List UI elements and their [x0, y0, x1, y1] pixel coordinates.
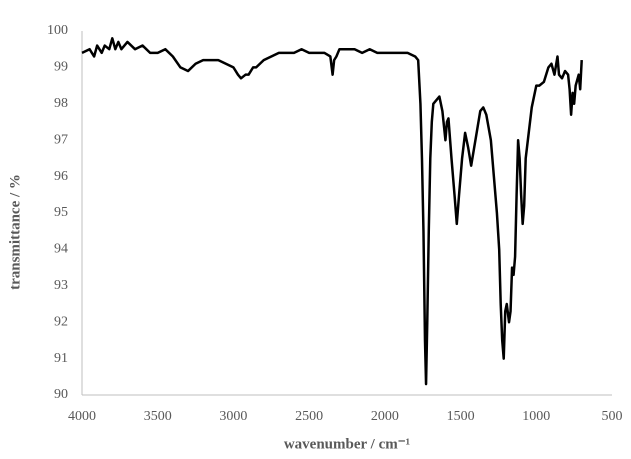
x-tick-label: 2000 — [371, 409, 399, 424]
y-tick-label: 94 — [54, 242, 68, 257]
x-tick-label: 2500 — [295, 409, 323, 424]
x-axis-title: wavenumber / cm⁻¹ — [284, 436, 410, 452]
y-tick-label: 91 — [54, 351, 68, 366]
x-tick-label: 500 — [602, 409, 623, 424]
x-tick-label: 1500 — [447, 409, 475, 424]
x-tick-label: 3500 — [144, 409, 172, 424]
y-tick-label: 96 — [54, 169, 68, 184]
y-tick-label: 97 — [54, 132, 68, 147]
y-tick-label: 95 — [54, 205, 68, 220]
y-tick-label: 98 — [54, 96, 68, 111]
y-tick-label: 90 — [54, 387, 68, 402]
spectrum-line — [81, 37, 583, 386]
y-tick-label: 92 — [54, 314, 68, 329]
x-tick-label: 1000 — [522, 409, 550, 424]
y-tick-label: 93 — [54, 278, 68, 293]
x-tick-label: 4000 — [68, 409, 96, 424]
y-tick-label: 99 — [54, 60, 68, 75]
x-tick-label: 3000 — [219, 409, 247, 424]
y-axis-title: transmittance / % — [7, 174, 23, 290]
y-tick-label: 100 — [47, 23, 68, 38]
